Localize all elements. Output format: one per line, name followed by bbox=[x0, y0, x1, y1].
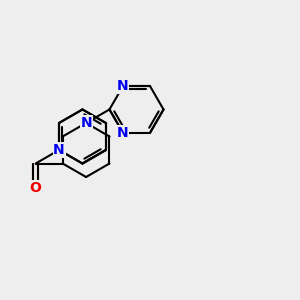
Text: N: N bbox=[117, 126, 129, 140]
Text: O: O bbox=[30, 181, 42, 195]
Text: N: N bbox=[53, 143, 65, 157]
Text: N: N bbox=[80, 116, 92, 130]
Text: N: N bbox=[117, 79, 129, 93]
